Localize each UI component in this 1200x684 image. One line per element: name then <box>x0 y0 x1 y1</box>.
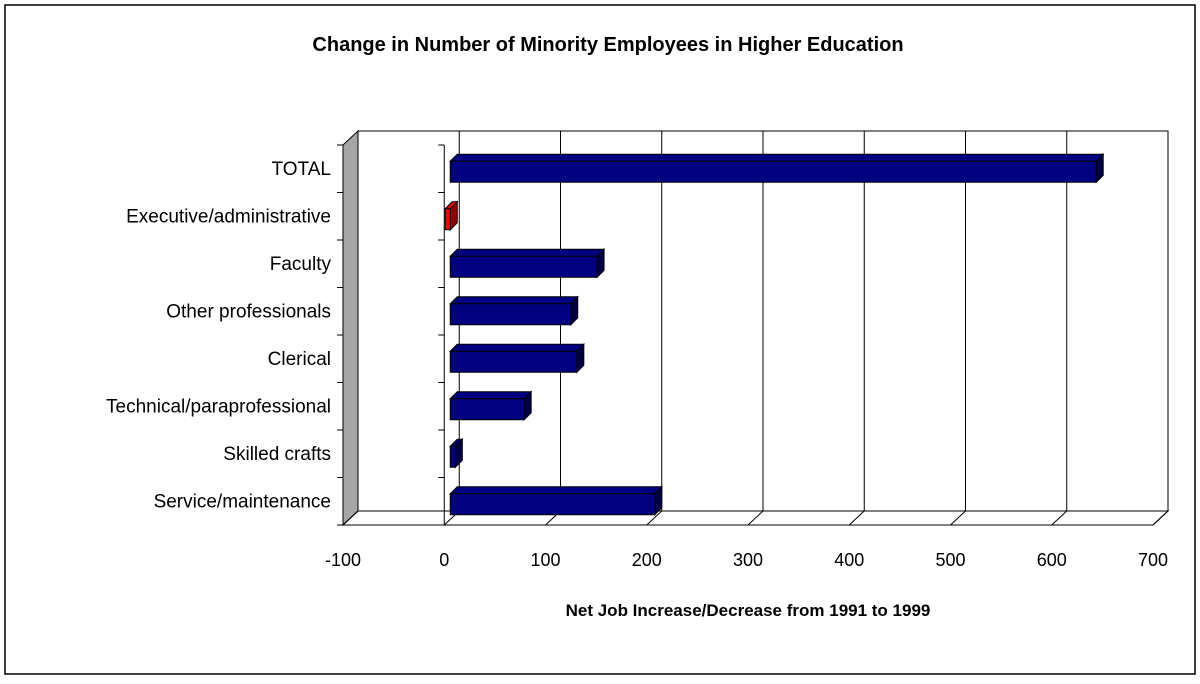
x-tick-mark <box>1152 510 1169 526</box>
x-tick-mark <box>342 510 359 526</box>
category-label: Clerical <box>268 349 331 370</box>
x-tick-label: 100 <box>530 550 560 570</box>
category-label: Skilled crafts <box>223 444 331 465</box>
bar <box>449 398 525 421</box>
category-label: TOTAL <box>272 159 331 180</box>
chart-title: Change in Number of Minority Employees i… <box>312 34 903 56</box>
x-tick-label: 500 <box>935 550 965 570</box>
category-label: Other professionals <box>166 301 331 322</box>
x-tick-mark <box>1051 510 1068 526</box>
x-tick-label: 700 <box>1138 550 1168 570</box>
bar <box>449 255 598 278</box>
bar <box>449 350 578 373</box>
x-tick-mark <box>848 510 865 526</box>
category-label: Service/maintenance <box>154 491 331 512</box>
bar <box>449 445 456 468</box>
bar-top <box>449 486 663 495</box>
bar <box>449 160 1097 183</box>
bar-top <box>449 391 533 400</box>
x-tick-mark <box>646 510 663 526</box>
x-axis-label: Net Job Increase/Decrease from 1991 to 1… <box>566 601 931 620</box>
category-label: Faculty <box>270 254 332 275</box>
x-tick-mark <box>950 510 966 526</box>
bar-top <box>449 153 1105 162</box>
x-tick-label: 400 <box>834 550 864 570</box>
bar-top <box>449 343 586 352</box>
bar <box>449 303 572 326</box>
x-tick-label: 0 <box>439 550 449 570</box>
x-tick-label: -100 <box>325 550 361 570</box>
x-tick-label: 600 <box>1037 550 1067 570</box>
plot-area: -100 0 100 200 300 400 500 600 700 TOTAL Executive… <box>106 129 1170 570</box>
x-tick-mark <box>747 510 764 526</box>
x-tick-label: 300 <box>733 550 763 570</box>
bar <box>449 493 656 516</box>
x-tick-label: 200 <box>632 550 662 570</box>
category-label: Technical/paraprofessional <box>106 396 331 417</box>
bar <box>444 208 451 231</box>
category-label: Executive/administrative <box>126 206 331 227</box>
side-wall <box>342 129 359 527</box>
bar-top <box>449 248 606 257</box>
bar-top <box>449 296 579 305</box>
